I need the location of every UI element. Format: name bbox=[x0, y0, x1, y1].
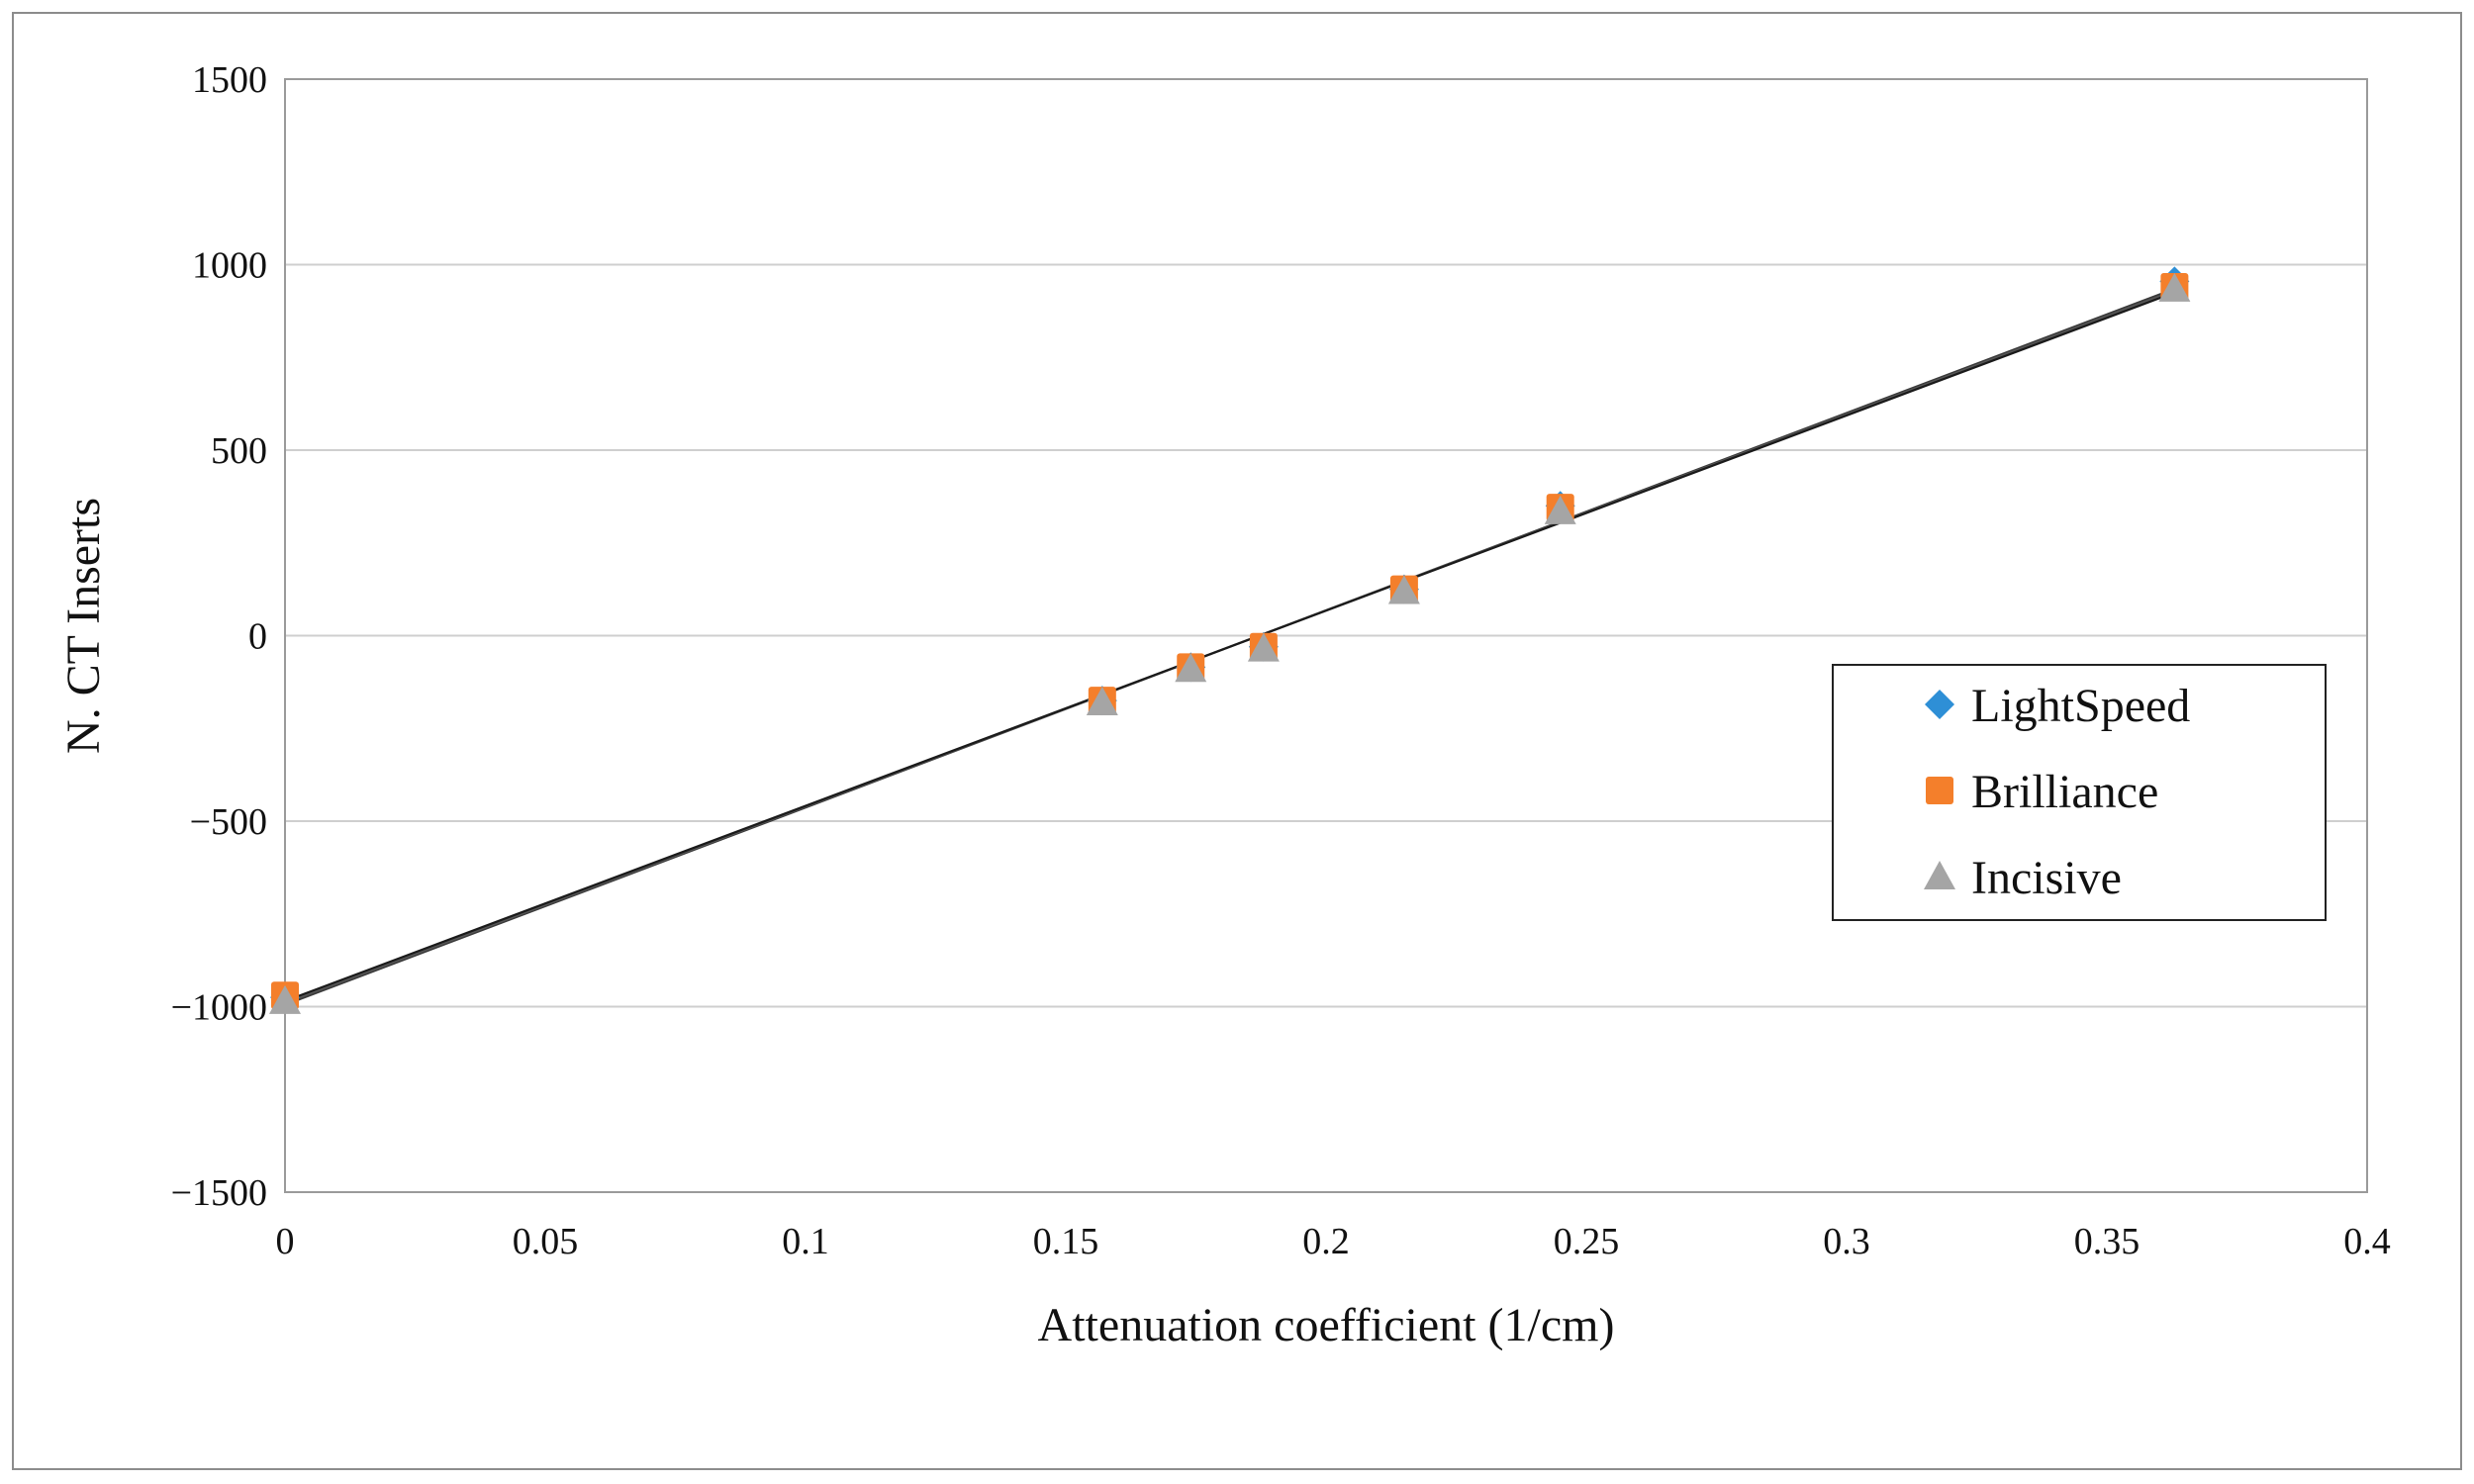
legend-lightspeed-marker bbox=[1925, 690, 1954, 719]
plot-area-border bbox=[284, 78, 2368, 1193]
legend: LightSpeed Brilliance Incisive bbox=[1832, 664, 2327, 921]
incisive-point bbox=[1086, 687, 1118, 715]
y-tick-label: −500 bbox=[190, 801, 267, 843]
x-axis-title: Attenuation coefficient (1/cm) bbox=[1038, 1299, 1615, 1351]
y-tick-label: 1000 bbox=[192, 245, 267, 287]
legend-box bbox=[1832, 664, 2327, 921]
grid-layer bbox=[285, 78, 2367, 1193]
legend-incisive-label: Incisive bbox=[1971, 852, 2122, 904]
incisive-point bbox=[1247, 632, 1280, 662]
y-tick-label: −1500 bbox=[171, 1172, 267, 1214]
incisive-point bbox=[1387, 575, 1420, 604]
y-tick-label: 500 bbox=[211, 430, 267, 472]
y-tick-label: 0 bbox=[248, 616, 267, 658]
x-tick-label: 0.2 bbox=[1302, 1221, 1350, 1262]
x-tick-label: 0.4 bbox=[2343, 1221, 2391, 1262]
x-tick-label: 0.05 bbox=[513, 1221, 579, 1262]
x-tick-label: 0.3 bbox=[1823, 1221, 1870, 1262]
incisive-point bbox=[2158, 272, 2191, 302]
legend-incisive-marker bbox=[1924, 861, 1955, 889]
x-tick-label: 0.15 bbox=[1033, 1221, 1099, 1262]
y-tick-label: −1000 bbox=[171, 987, 267, 1029]
tick-label-layer: −1500 −1000 −500 0 500 1000 1500 0 0.05 0.1 0.15 0.… bbox=[171, 59, 2391, 1262]
x-tick-label: 0.35 bbox=[2074, 1221, 2141, 1262]
incisive-point bbox=[1544, 495, 1576, 524]
x-tick-label: 0.1 bbox=[782, 1221, 829, 1262]
trendline-layer bbox=[284, 287, 2175, 1006]
incisive-point bbox=[1175, 653, 1207, 683]
x-tick-label: 0.25 bbox=[1554, 1221, 1620, 1262]
incisive-point bbox=[269, 984, 301, 1014]
marker-layer bbox=[269, 266, 2191, 1014]
legend-lightspeed-label: LightSpeed bbox=[1971, 680, 2190, 732]
legend-brilliance-label: Brilliance bbox=[1971, 766, 2158, 818]
legend-brilliance-marker bbox=[1926, 777, 1953, 804]
incisive-trendline bbox=[284, 291, 2175, 1002]
x-tick-label: 0 bbox=[276, 1221, 295, 1262]
y-tick-label: 1500 bbox=[192, 59, 267, 101]
y-axis-title: N. CT Inserts bbox=[57, 498, 110, 754]
